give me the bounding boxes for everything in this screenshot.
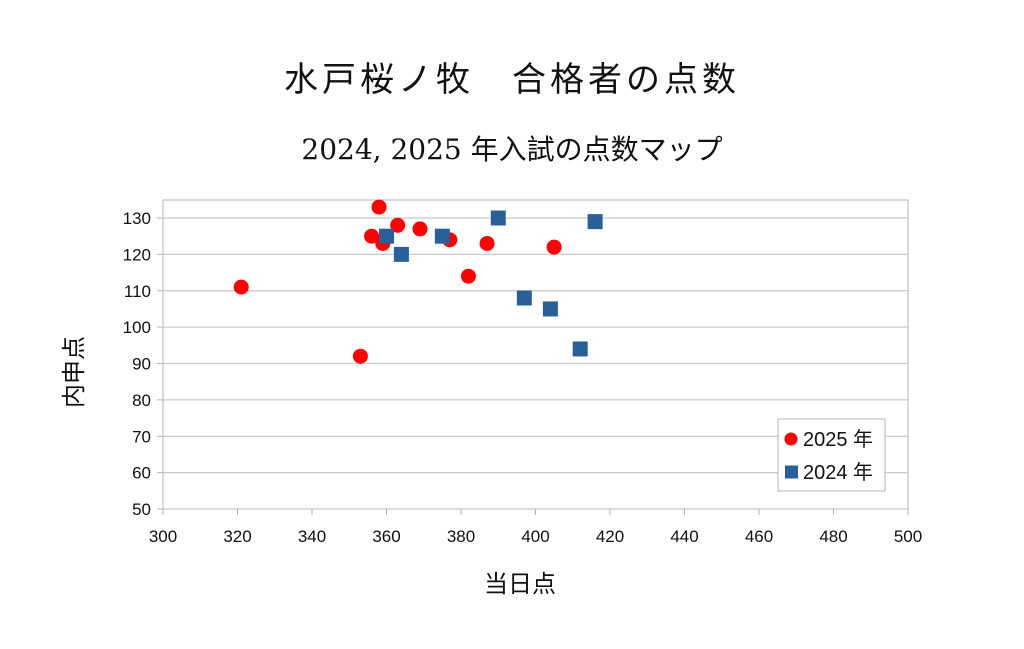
x-tick-label: 360 xyxy=(372,527,400,546)
data-point-circle xyxy=(233,279,249,295)
data-point-circle xyxy=(352,348,368,364)
legend-label: 2024 年 xyxy=(803,461,873,484)
y-tick-label: 110 xyxy=(124,282,151,301)
x-tick-label: 400 xyxy=(521,527,549,546)
data-point-circle xyxy=(460,268,476,284)
data-point-square xyxy=(393,246,409,262)
legend-label: 2025 年 xyxy=(803,428,873,451)
x-tick-label: 440 xyxy=(670,527,698,546)
legend-marker-circle xyxy=(784,432,798,446)
x-tick-label: 460 xyxy=(745,527,773,546)
y-tick-label: 90 xyxy=(132,355,151,374)
x-tick-label: 420 xyxy=(596,527,624,546)
data-point-square xyxy=(516,290,532,306)
x-axis-label: 当日点 xyxy=(484,570,556,598)
x-tick-label: 340 xyxy=(298,527,326,546)
legend-marker-square xyxy=(785,465,798,479)
y-tick-label: 80 xyxy=(132,391,151,410)
data-point-circle xyxy=(546,239,562,255)
data-point-circle xyxy=(479,235,495,251)
data-point-square xyxy=(587,214,603,230)
chart-title: 水戸桜ノ牧 合格者の点数 xyxy=(284,60,740,100)
x-tick-label: 380 xyxy=(447,527,475,546)
legend: 2025 年 2024 年 xyxy=(777,418,886,492)
data-point-square xyxy=(490,210,506,226)
y-tick-label: 60 xyxy=(132,464,151,483)
y-axis-label: 内申点 xyxy=(60,336,88,408)
x-tick-label: 500 xyxy=(894,527,922,546)
x-tick-label: 320 xyxy=(223,527,251,546)
y-tick-label: 70 xyxy=(132,427,151,446)
chart-subtitle: 2024, 2025 年入試の点数マップ xyxy=(301,133,723,166)
data-point-square xyxy=(379,228,394,244)
legend-box xyxy=(777,418,886,492)
data-point-circle xyxy=(412,221,428,237)
y-tick-label: 130 xyxy=(123,209,151,228)
data-point-square xyxy=(434,228,450,244)
x-tick-label: 300 xyxy=(149,527,177,546)
y-tick-label: 100 xyxy=(123,318,151,337)
x-tick-label: 480 xyxy=(819,527,847,546)
data-point-square xyxy=(542,301,558,317)
data-point-circle xyxy=(364,228,380,244)
y-tick-label: 120 xyxy=(123,245,151,264)
data-point-square xyxy=(572,341,588,357)
data-point-circle xyxy=(371,199,387,215)
y-tick-label: 50 xyxy=(132,500,151,519)
